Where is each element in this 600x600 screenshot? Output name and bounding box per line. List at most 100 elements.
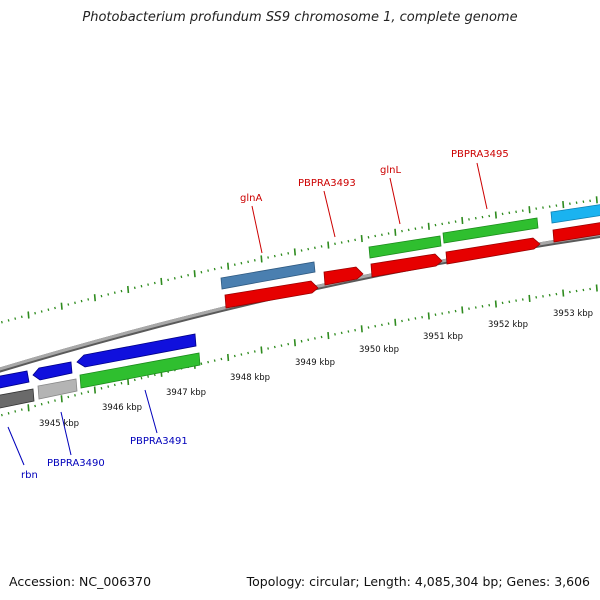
- cds-red-2[interactable]: [323, 266, 364, 286]
- major-tick: [427, 312, 430, 320]
- minor-tick: [120, 289, 123, 293]
- minor-tick: [107, 385, 110, 388]
- gene-label-PBPRA3495[interactable]: PBPRA3495: [451, 149, 509, 160]
- kbp-label: 3947 kbp: [166, 388, 206, 398]
- cds-red-5[interactable]: [552, 222, 600, 243]
- minor-tick: [508, 211, 511, 215]
- minor-tick: [87, 390, 90, 394]
- minor-tick: [173, 277, 176, 280]
- minor-tick: [508, 300, 511, 304]
- minor-tick: [387, 232, 390, 235]
- minor-tick: [87, 298, 90, 301]
- minor-tick: [589, 287, 592, 291]
- major-tick: [562, 201, 565, 209]
- major-tick: [327, 241, 330, 249]
- minor-tick: [300, 249, 303, 252]
- gene-labels: glnA PBPRA3493 glnL PBPRA3495 rbn PBPRA3…: [21, 149, 509, 481]
- major-tick: [293, 339, 296, 347]
- minor-tick: [133, 378, 136, 382]
- gene-label-PBPRA3493[interactable]: PBPRA3493: [298, 178, 356, 189]
- cds-green-lower[interactable]: [79, 352, 201, 389]
- major-tick: [360, 235, 363, 243]
- minor-tick: [233, 263, 236, 266]
- minor-tick: [374, 324, 377, 328]
- minor-tick: [354, 328, 357, 332]
- minor-tick: [374, 234, 377, 238]
- major-tick: [60, 395, 63, 403]
- gene-label-glnL[interactable]: glnL: [380, 165, 401, 176]
- minor-tick: [454, 220, 457, 223]
- cds-red-3[interactable]: [370, 253, 443, 278]
- kbp-label: 3949 kbp: [295, 358, 335, 368]
- minor-tick: [542, 206, 544, 209]
- cds-lightgray[interactable]: [37, 378, 78, 400]
- minor-tick: [307, 338, 310, 342]
- minor-tick: [100, 294, 103, 298]
- minor-tick: [313, 246, 316, 250]
- cds-blue-2[interactable]: [32, 361, 73, 381]
- major-tick: [93, 294, 96, 302]
- cds-rbn-upper[interactable]: [0, 370, 30, 389]
- minor-tick: [247, 351, 250, 355]
- minor-tick: [401, 319, 403, 323]
- minor-tick: [140, 284, 143, 288]
- minor-tick: [568, 290, 571, 294]
- gene-label-glnA[interactable]: glnA: [240, 193, 262, 204]
- minor-tick: [575, 201, 578, 204]
- minor-tick: [535, 296, 538, 299]
- minor-tick: [267, 347, 270, 350]
- minor-tick: [133, 286, 136, 290]
- minor-tick: [167, 278, 170, 282]
- genome-summary-text: Topology: circular; Length: 4,085,304 bp…: [246, 574, 590, 589]
- minor-tick: [247, 260, 250, 264]
- major-tick: [260, 255, 263, 263]
- cds-PBPRA3495-upper[interactable]: [550, 204, 600, 224]
- cds-red-1[interactable]: [224, 280, 319, 309]
- major-tick: [461, 216, 464, 225]
- cds-PBPRA3493-upper[interactable]: [368, 235, 442, 259]
- cds-gray-1[interactable]: [0, 388, 35, 409]
- minor-tick: [548, 293, 551, 297]
- kbp-label: 3951 kbp: [423, 332, 463, 342]
- minor-tick: [555, 292, 558, 296]
- major-tick: [427, 222, 430, 230]
- minor-tick: [287, 252, 290, 255]
- tick-track-bottom: [0, 284, 598, 417]
- minor-tick: [20, 408, 23, 411]
- gene-label-PBPRA3491[interactable]: PBPRA3491: [130, 436, 188, 447]
- minor-tick: [0, 320, 3, 324]
- cds-red-4[interactable]: [445, 237, 541, 265]
- minor-tick: [14, 410, 17, 413]
- minor-tick: [501, 301, 504, 305]
- cds-glnA[interactable]: [220, 261, 316, 290]
- gene-label-rbn[interactable]: rbn: [21, 470, 38, 481]
- cds-PBPRA3491-upper[interactable]: [76, 333, 197, 368]
- minor-tick: [34, 404, 37, 408]
- gene-label-PBPRA3490[interactable]: PBPRA3490: [47, 458, 105, 469]
- major-tick: [528, 294, 531, 302]
- major-tick: [494, 211, 497, 219]
- major-tick: [160, 277, 163, 285]
- label-leaders: [7, 162, 488, 466]
- accession-text: Accession: NC_006370: [9, 574, 152, 589]
- kbp-label: 3953 kbp: [553, 309, 593, 319]
- minor-tick: [447, 311, 450, 314]
- minor-tick: [47, 401, 50, 404]
- minor-tick: [347, 330, 350, 333]
- minor-tick: [287, 342, 290, 346]
- major-tick: [327, 332, 330, 340]
- major-tick: [595, 284, 598, 292]
- major-tick: [461, 306, 464, 314]
- minor-tick: [407, 318, 410, 321]
- cds-glnL[interactable]: [442, 217, 539, 244]
- minor-tick: [74, 301, 76, 305]
- minor-tick: [240, 353, 243, 356]
- minor-tick: [347, 239, 350, 243]
- minor-tick: [7, 319, 10, 322]
- minor-tick: [468, 307, 470, 310]
- minor-tick: [481, 215, 484, 219]
- minor-tick: [434, 313, 437, 316]
- minor-tick: [582, 200, 585, 203]
- major-tick: [293, 248, 296, 256]
